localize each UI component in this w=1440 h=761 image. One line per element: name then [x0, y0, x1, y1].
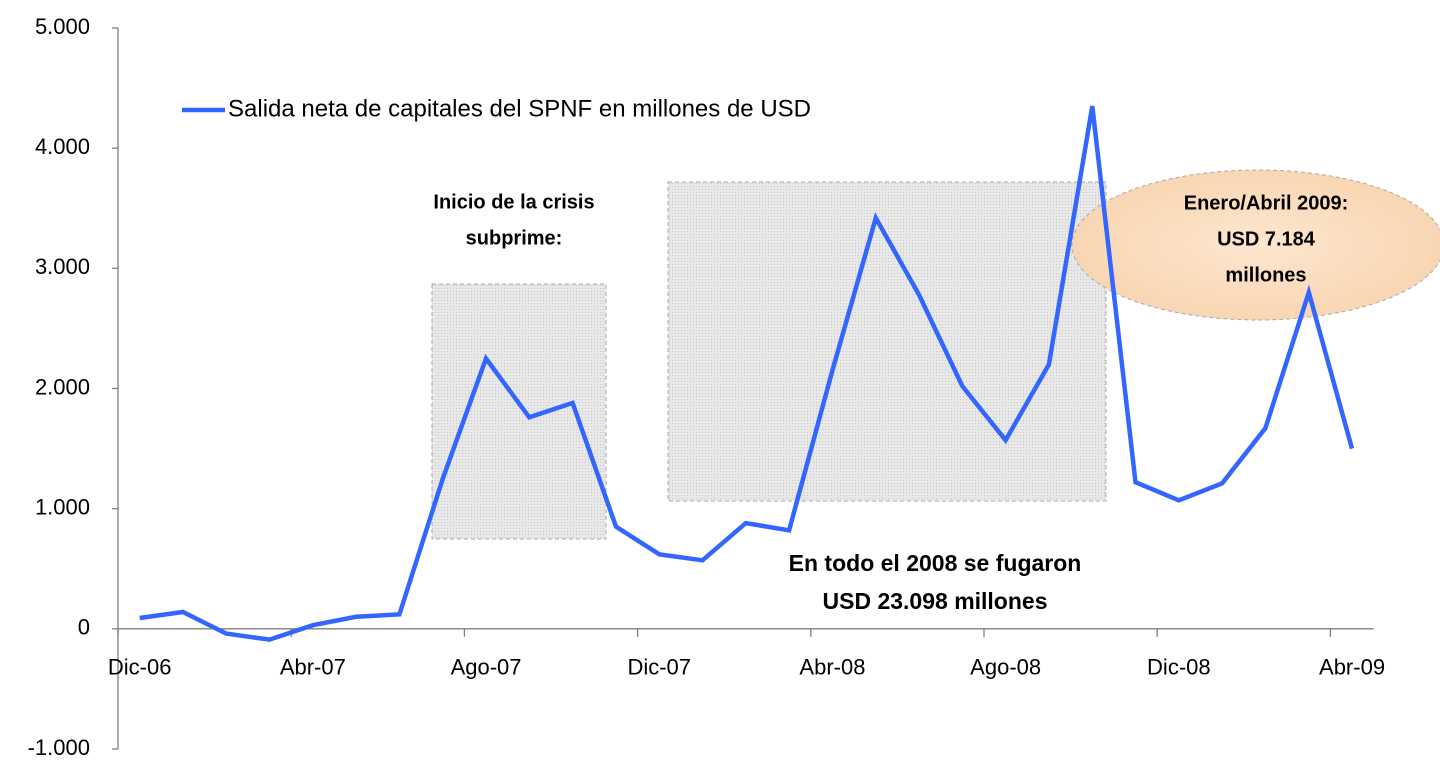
y-tick-label: 5.000 [35, 14, 90, 39]
x-tick-label: Abr-09 [1319, 655, 1385, 680]
x-tick-label: Dic-08 [1147, 655, 1211, 680]
annotation: Enero/Abril 2009: [1184, 192, 1349, 214]
annotation: subprime: [466, 227, 563, 249]
x-tick-label: Ago-07 [451, 655, 522, 680]
y-tick-label: -1.000 [28, 735, 90, 760]
annotation: millones [1225, 264, 1306, 286]
x-tick-label: Abr-08 [799, 655, 865, 680]
y-tick-label: 0 [78, 615, 90, 640]
highlight-box [667, 181, 1107, 502]
annotation: En todo el 2008 se fugaron [789, 550, 1082, 576]
y-tick-label: 2.000 [35, 374, 90, 399]
legend-label: Salida neta de capitales del SPNF en mil… [228, 95, 811, 122]
data-line [139, 105, 1355, 642]
x-tick-label: Abr-07 [280, 655, 346, 680]
highlight-ellipse [1071, 169, 1440, 321]
y-tick-label: 4.000 [35, 134, 90, 159]
x-tick-label: Dic-06 [108, 655, 172, 680]
annotation: USD 23.098 millones [823, 588, 1048, 614]
annotation: USD 7.184 [1217, 228, 1316, 250]
x-tick-label: Ago-08 [970, 655, 1041, 680]
x-tick-label: Dic-07 [627, 655, 691, 680]
annotation: Inicio de la crisis [433, 191, 594, 213]
y-tick-label: 3.000 [35, 254, 90, 279]
y-tick-label: 1.000 [35, 494, 90, 519]
highlight-box [431, 283, 607, 540]
